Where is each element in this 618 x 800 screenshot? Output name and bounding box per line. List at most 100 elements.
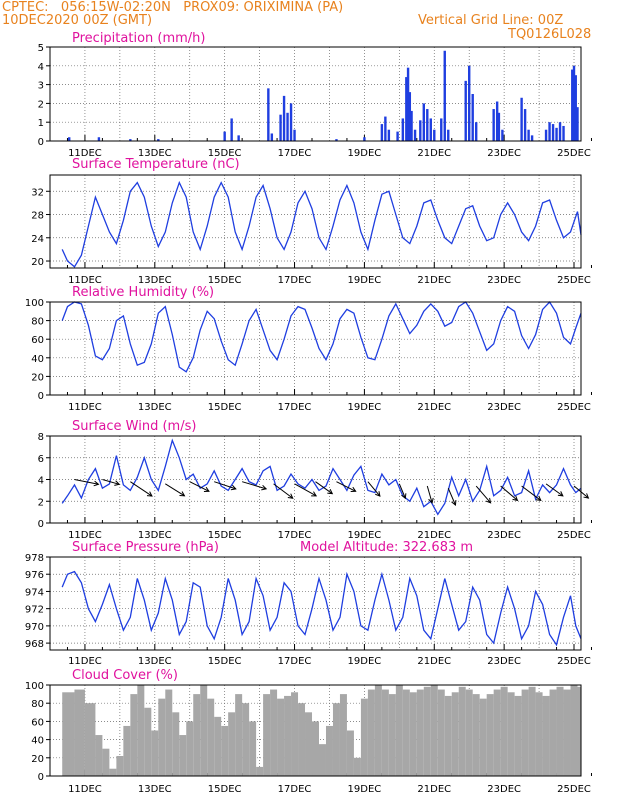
precip-bar bbox=[384, 116, 387, 141]
panel-frame bbox=[49, 301, 582, 396]
x-tick-label: 25DEC bbox=[557, 530, 591, 541]
cloud-bar bbox=[291, 692, 299, 776]
y-tick-label: 978 bbox=[25, 553, 44, 564]
x-tick-label: 21DEC bbox=[417, 275, 451, 286]
precip-bar bbox=[410, 110, 413, 141]
y-tick-label: 0 bbox=[38, 772, 44, 783]
cloud-bar bbox=[493, 689, 501, 776]
x-tick-label: 19DEC bbox=[348, 148, 382, 159]
wind-arrow-head bbox=[583, 493, 590, 499]
y-tick-label: 972 bbox=[25, 605, 44, 616]
panel-frame bbox=[49, 435, 582, 524]
cloud-bar bbox=[151, 730, 159, 776]
panel-5: Surface Pressure (hPa) Model Altitude: 32… bbox=[25, 540, 592, 667]
cloud-bar bbox=[514, 695, 522, 776]
wind-arrow bbox=[545, 483, 564, 497]
cloud-bar bbox=[381, 689, 389, 776]
precip-bar bbox=[230, 118, 233, 141]
panel-2: Surface Temperature (nC) 20 24 28 32 11DEC 13D… bbox=[31, 157, 592, 286]
precip-bar bbox=[501, 129, 504, 141]
x-tick-label: 13DEC bbox=[138, 402, 172, 413]
wind-arrow bbox=[336, 481, 356, 492]
precip-bar bbox=[286, 112, 289, 141]
header-date: 10DEC2020 00Z (GMT) bbox=[2, 13, 153, 28]
wind-arrow-head bbox=[375, 491, 381, 497]
cloud-bar bbox=[521, 689, 529, 776]
y-tick-label: 20 bbox=[31, 372, 44, 383]
cloud-bar bbox=[277, 698, 285, 776]
precip-bar bbox=[520, 97, 523, 141]
cloud-bar bbox=[325, 725, 333, 776]
y-tick-label: 968 bbox=[25, 639, 44, 650]
x-tick-label: 15DEC bbox=[208, 656, 242, 667]
x-tick-label: 17DEC bbox=[278, 656, 312, 667]
cloud-bar bbox=[486, 694, 494, 776]
wind-arrow-head bbox=[485, 497, 492, 504]
x-tick-label: 13DEC bbox=[138, 530, 172, 541]
y-tick-label: 20 bbox=[31, 754, 44, 765]
cloud-bar bbox=[465, 689, 473, 776]
precip-bar bbox=[474, 122, 478, 141]
cloud-bar bbox=[200, 685, 208, 776]
wind-arrow bbox=[214, 481, 236, 490]
panel-3: Relative Humidity (%) 0 20 40 60 80 100 11DEC 13… bbox=[25, 285, 592, 413]
series-line bbox=[61, 570, 582, 647]
precip-bar bbox=[523, 109, 527, 141]
wind-arrow bbox=[165, 483, 185, 497]
y-tick-label: 80 bbox=[31, 317, 44, 328]
cloud-bar bbox=[353, 757, 361, 776]
x-tick-label: 23DEC bbox=[487, 530, 521, 541]
precip-bar bbox=[419, 120, 422, 141]
cloud-bar bbox=[270, 689, 278, 776]
y-tick-label: 100 bbox=[25, 681, 44, 692]
cloud-bar bbox=[535, 692, 543, 776]
precip-bar bbox=[363, 137, 366, 141]
x-tick-label: 11DEC bbox=[68, 275, 102, 286]
cloud-bar bbox=[542, 695, 550, 776]
precip-bar bbox=[558, 122, 562, 141]
cloud-bar bbox=[458, 686, 466, 776]
precip-bar bbox=[157, 139, 160, 141]
cloud-bar bbox=[507, 692, 515, 776]
cloud-bar bbox=[109, 768, 117, 776]
wind-arrow-head bbox=[535, 495, 542, 502]
cloud-bar bbox=[528, 686, 536, 776]
precip-bar bbox=[335, 139, 338, 141]
precip-bar bbox=[440, 118, 443, 141]
y-tick-label: 970 bbox=[25, 622, 44, 633]
x-tick-label: 25DEC bbox=[557, 402, 591, 413]
precip-bar bbox=[495, 101, 499, 141]
x-tick-label: 23DEC bbox=[487, 275, 521, 286]
precip-bar bbox=[562, 125, 565, 141]
y-tick-label: 1 bbox=[38, 118, 44, 129]
x-tick-label: 25DEC bbox=[557, 275, 591, 286]
panel-annotation: Model Altitude: 322.683 m bbox=[300, 540, 473, 555]
panel-4: Surface Wind (m/s) 0 2 4 6 8 11DEC 13DEC 15DEC 17… bbox=[38, 419, 592, 541]
x-tick-label: 17DEC bbox=[278, 530, 312, 541]
precip-bar bbox=[544, 129, 548, 141]
wind-arrow-head bbox=[428, 497, 434, 504]
x-tick-label: 23DEC bbox=[487, 148, 521, 159]
y-tick-label: 0 bbox=[38, 519, 44, 530]
y-tick-label: 974 bbox=[25, 587, 44, 598]
cloud-bar bbox=[332, 703, 340, 776]
x-tick-label: 17DEC bbox=[278, 402, 312, 413]
x-tick-label: 13DEC bbox=[138, 148, 172, 159]
wind-arrow-head bbox=[179, 491, 186, 497]
cloud-bar bbox=[500, 686, 508, 776]
precip-bar bbox=[468, 65, 471, 141]
x-tick-label: 19DEC bbox=[348, 275, 382, 286]
precip-bar bbox=[282, 95, 286, 141]
cloud-bar bbox=[172, 712, 180, 776]
wind-arrow-head bbox=[146, 491, 153, 497]
cloud-bar bbox=[423, 686, 431, 776]
x-tick-label: 23DEC bbox=[487, 402, 521, 413]
cloud-bar bbox=[144, 707, 152, 776]
x-tick-label: 11DEC bbox=[68, 784, 102, 795]
x-tick-label: 13DEC bbox=[138, 656, 172, 667]
x-tick-label: 13DEC bbox=[138, 275, 172, 286]
cloud-bar bbox=[430, 685, 438, 776]
cloud-bar bbox=[298, 703, 306, 776]
precip-bar bbox=[497, 112, 501, 141]
wind-arrow bbox=[102, 479, 120, 485]
